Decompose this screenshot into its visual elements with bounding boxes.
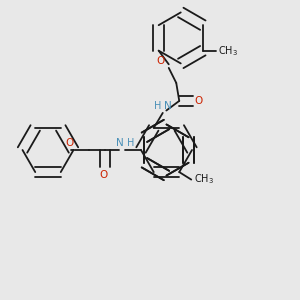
Text: O: O bbox=[156, 56, 164, 66]
Text: O: O bbox=[99, 170, 108, 180]
Text: O: O bbox=[194, 96, 202, 106]
Text: H: H bbox=[154, 101, 162, 111]
Text: H: H bbox=[127, 139, 134, 148]
Text: N: N bbox=[116, 138, 124, 148]
Text: N: N bbox=[164, 101, 171, 111]
Text: CH$_3$: CH$_3$ bbox=[194, 173, 214, 187]
Text: CH$_3$: CH$_3$ bbox=[218, 44, 238, 58]
Text: O: O bbox=[65, 138, 74, 148]
